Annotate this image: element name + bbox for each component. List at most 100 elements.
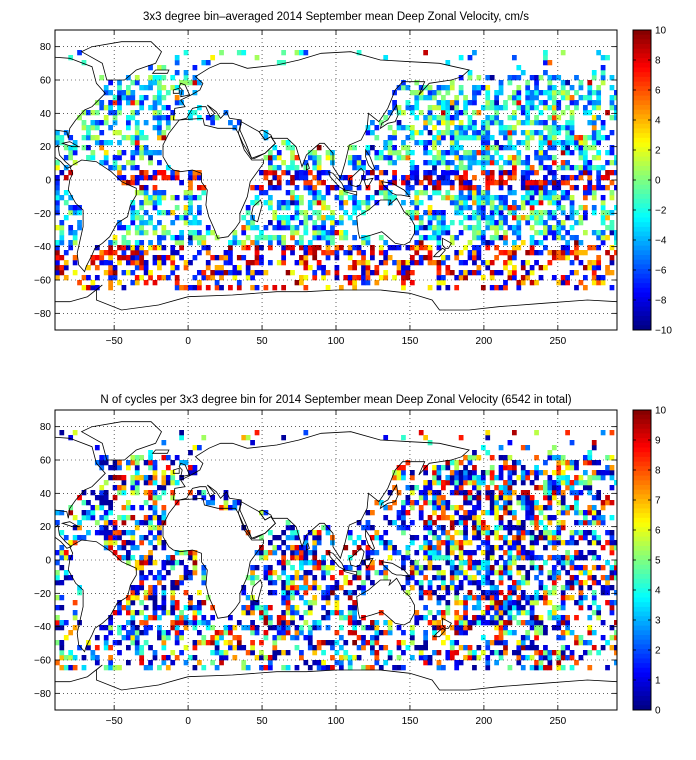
colorbar-segment [633,452,651,458]
data-bin [472,260,477,266]
data-bin [334,230,340,236]
data-bin [59,645,65,651]
data-bin [409,280,415,286]
data-bin [485,555,491,561]
data-bin [480,120,486,126]
data-bin [179,460,184,466]
data-bin [520,140,526,146]
data-bin [418,650,424,656]
data-bin [480,130,486,136]
data-bin [600,185,606,191]
data-bin [476,215,482,221]
data-bin [458,200,464,206]
data-bin [449,575,455,581]
data-bin [321,215,326,221]
data-bin [538,110,544,116]
data-bin [547,520,553,526]
data-bin [134,520,140,526]
data-bin [503,125,508,131]
data-bin [591,185,597,191]
data-bin [214,665,220,671]
data-bin [157,130,162,136]
colorbar-segment [633,137,651,143]
data-bin [392,550,397,556]
data-bin [600,165,606,171]
data-bin [316,585,322,591]
data-bin [414,245,420,251]
data-bin [152,650,158,656]
data-bin [436,240,442,246]
data-bin [161,585,167,591]
data-bin [108,630,113,636]
data-bin [374,135,380,141]
data-bin [560,180,566,186]
data-bin [392,520,397,526]
data-bin [538,250,544,256]
data-bin [476,600,482,606]
data-bin [63,620,69,626]
data-bin [485,540,491,546]
data-bin [387,160,393,166]
data-bin [276,155,282,161]
data-bin [498,565,504,571]
data-bin [596,265,602,271]
data-bin [334,630,340,636]
data-bin [538,200,544,206]
data-bin [134,650,140,656]
data-bin [578,85,584,91]
data-bin [587,265,593,271]
data-bin [458,600,464,606]
data-bin [165,175,171,181]
data-bin [485,155,491,161]
data-bin [134,75,140,81]
data-bin [436,620,442,626]
data-bin [485,175,491,181]
data-bin [449,505,455,511]
data-bin [476,475,482,481]
data-bin [254,600,260,606]
data-bin [183,645,189,651]
data-bin [370,665,375,671]
data-bin [538,185,544,191]
data-bin [383,435,389,441]
data-bin [600,80,606,86]
data-bin [205,245,211,251]
data-bin [578,580,584,586]
data-bin [121,480,127,486]
data-bin [556,540,562,546]
data-bin [170,490,176,496]
data-bin [516,100,522,106]
data-bin [232,655,238,661]
data-bin [343,650,349,656]
data-bin [401,155,406,161]
colorbar-segment [633,456,651,463]
data-bin [205,260,211,266]
data-bin [321,570,326,576]
data-bin [472,95,477,101]
data-bin [423,520,428,526]
data-bin [130,215,136,221]
data-bin [432,115,437,121]
data-bin [143,460,149,466]
data-bin [405,180,411,186]
data-bin [272,210,278,216]
data-bin [534,430,539,436]
data-bin [547,575,553,581]
data-bin [458,515,464,521]
data-bin [192,255,198,261]
data-bin [436,285,442,291]
coastline [178,462,191,478]
data-bin [525,645,531,651]
data-bin [299,625,304,631]
data-bin [485,240,491,246]
data-bin [476,525,482,531]
data-bin [387,545,393,551]
data-bin [494,110,499,116]
data-bin [352,220,358,226]
data-bin [529,520,535,526]
data-bin [418,140,424,146]
data-bin [503,145,508,151]
data-bin [569,195,575,201]
colorbar-tick-label: 6 [655,526,661,537]
data-bin [587,170,593,176]
